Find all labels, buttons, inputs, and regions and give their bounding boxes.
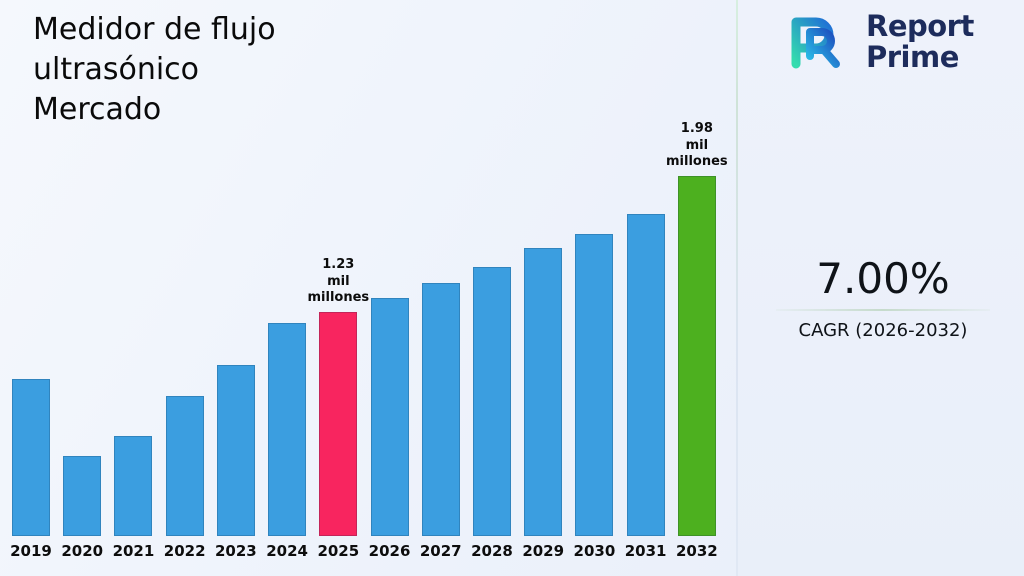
x-axis-label-2028: 2028	[471, 542, 513, 560]
bars-container: 2019 2020 2021 2022 2023 2024 1.23 mil millones 2…	[10, 0, 728, 560]
bar-column-2032: 1.98 mil millones 2032	[666, 121, 728, 560]
vertical-divider	[736, 0, 738, 576]
x-axis-label-2019: 2019	[10, 542, 52, 560]
cagr-label: CAGR (2026-2032)	[798, 320, 968, 341]
bar-column-2029: 2029	[522, 248, 565, 560]
logo-text-line-1: Report	[866, 8, 974, 43]
bar-2025	[319, 312, 358, 536]
bar-2031	[626, 214, 665, 536]
page-title: Medidor de flujo ultrasónico Mercado	[33, 10, 276, 130]
bar-2029	[524, 248, 563, 536]
bar-value-label-2032: 1.98 mil millones	[666, 121, 728, 171]
x-axis-label-2031: 2031	[624, 542, 667, 560]
bar-2019	[12, 379, 50, 536]
bar-column-2022: 2022	[163, 396, 206, 560]
report-prime-logo-icon	[780, 8, 856, 76]
bar-column-2021: 2021	[112, 436, 155, 560]
page-title-line-2: ultrasónico	[33, 52, 200, 87]
bar-column-2024: 2024	[266, 323, 308, 560]
bar-chart: 2019 2020 2021 2022 2023 2024 1.23 mil millones 2…	[10, 0, 728, 560]
x-axis-label-2023: 2023	[215, 542, 257, 560]
page-title-line-1: Medidor de flujo	[33, 12, 276, 47]
right-panel	[738, 0, 1024, 576]
bar-column-2031: 2031	[624, 214, 667, 560]
x-axis-label-2027: 2027	[419, 542, 462, 560]
bar-value-label-2025: 1.23 mil millones	[307, 257, 369, 307]
page-title-line-3: Mercado	[33, 92, 162, 127]
bar-2030	[575, 234, 614, 536]
x-axis-label-2026: 2026	[368, 542, 411, 560]
logo-text-line-2: Prime	[866, 40, 959, 74]
bar-2022	[165, 396, 204, 536]
bar-2026	[370, 298, 409, 536]
bar-value-label-line: 1.23	[322, 257, 355, 273]
bar-column-2030: 2030	[573, 234, 616, 560]
bar-value-label-line: mil	[685, 137, 709, 153]
bar-2020	[63, 456, 102, 536]
bar-value-label-line: 1.98	[680, 121, 713, 137]
bar-2032	[677, 176, 716, 536]
x-axis-label-2030: 2030	[573, 542, 616, 560]
cagr-underline	[776, 309, 990, 311]
bar-2028	[472, 267, 511, 536]
bar-column-2020: 2020	[61, 456, 104, 560]
bar-2024	[268, 323, 307, 536]
x-axis-label-2022: 2022	[163, 542, 206, 560]
cagr-block: 7.00% CAGR (2026-2032)	[772, 254, 994, 341]
x-axis-label-2029: 2029	[522, 542, 565, 560]
bar-column-2025: 1.23 mil millones 2025	[307, 257, 369, 560]
bar-value-label-line: millones	[307, 290, 370, 306]
bar-column-2023: 2023	[215, 365, 257, 560]
x-axis-label-2024: 2024	[266, 542, 308, 560]
bar-2027	[421, 283, 460, 536]
bar-value-label-line: mil	[327, 273, 350, 289]
bar-2023	[216, 365, 255, 536]
x-axis-label-2032: 2032	[675, 542, 718, 560]
bar-column-2019: 2019	[10, 379, 52, 560]
x-axis-label-2020: 2020	[61, 542, 104, 560]
bar-column-2026: 2026	[368, 298, 411, 560]
bar-value-label-line: millones	[666, 154, 728, 170]
report-prime-logo: Report Prime	[780, 8, 974, 76]
bar-2021	[114, 436, 153, 536]
bar-column-2027: 2027	[419, 283, 462, 560]
cagr-value: 7.00%	[816, 254, 950, 303]
report-prime-logo-text: Report Prime	[866, 8, 974, 74]
bar-column-2028: 2028	[471, 267, 513, 560]
x-axis-label-2025: 2025	[317, 542, 360, 560]
x-axis-label-2021: 2021	[112, 542, 155, 560]
